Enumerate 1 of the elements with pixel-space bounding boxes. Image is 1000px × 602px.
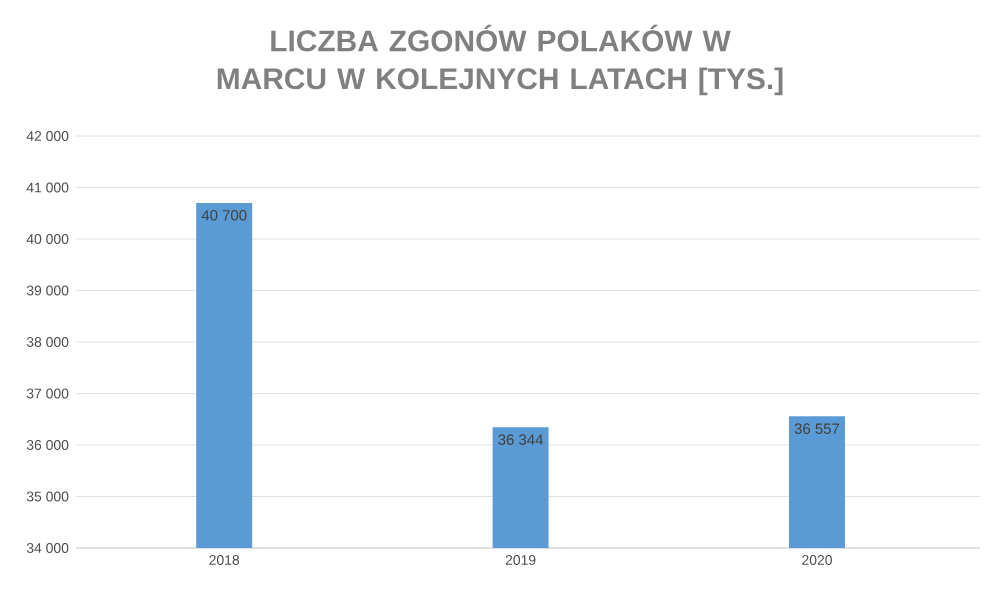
chart-title: LICZBA ZGONÓW POLAKÓW W MARCU W KOLEJNYCH LATACH [TYS.] — [217, 24, 783, 96]
